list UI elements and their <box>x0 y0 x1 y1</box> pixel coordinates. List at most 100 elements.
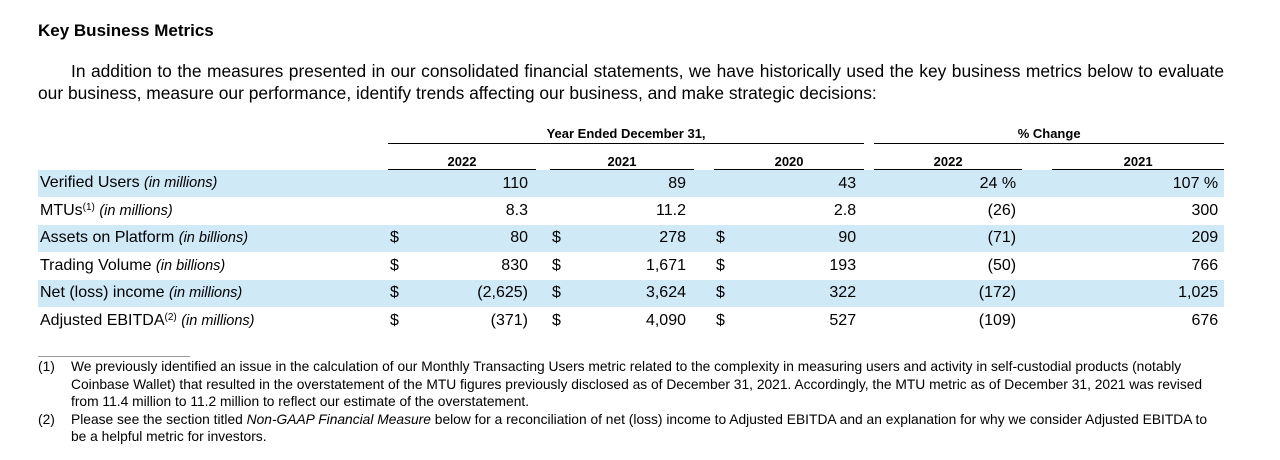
change-2022: (109) <box>978 311 1017 329</box>
change-2022: (71) <box>874 224 1023 253</box>
value-2022: (2,625) <box>418 279 536 307</box>
metric-unit: (in millions) <box>99 203 173 220</box>
metric-unit: (in billions) <box>178 230 249 247</box>
value-padding <box>694 252 714 279</box>
value-2022: 80 <box>418 224 536 253</box>
change-2021: 1,025 <box>1052 279 1225 307</box>
footnote-1: (1) We previously identified an issue in… <box>38 358 1208 411</box>
value-2021: 1,671 <box>645 256 686 274</box>
currency-symbol <box>714 169 734 198</box>
footnotes: (1) We previously identified an issue in… <box>38 358 1208 446</box>
metric-unit: (in billions) <box>155 257 226 274</box>
value-padding <box>536 169 550 198</box>
intro-paragraph: In addition to the measures presented in… <box>38 61 1224 103</box>
footnote-divider <box>38 356 190 357</box>
change-spacer <box>1022 224 1053 253</box>
metric-name: Adjusted EBITDA <box>40 311 165 329</box>
col-header-change-2021: 2021 <box>1052 143 1225 170</box>
value-padding <box>536 224 550 253</box>
change-2022: 24 % <box>874 169 1023 198</box>
value-2022: (371) <box>490 311 528 329</box>
row-label: MTUs(1) (in millions) <box>38 197 388 224</box>
value-2021: 4,090 <box>645 311 686 329</box>
value-padding <box>536 279 550 307</box>
footnote-marker: (2) <box>38 411 55 427</box>
table-row: Trading Volume (in billions) $830 $1,671 $1… <box>38 252 1224 279</box>
value-padding <box>694 279 714 307</box>
metric-unit: (in millions) <box>181 312 255 329</box>
row-label: Verified Users (in millions) <box>38 169 388 198</box>
value-2021: 89 <box>570 169 694 198</box>
year-ended-header: Year Ended December 31, <box>388 126 865 144</box>
value-padding <box>694 169 714 198</box>
currency-symbol: $ <box>550 224 570 253</box>
value-2022: 110 <box>418 169 536 198</box>
value-padding <box>694 224 714 253</box>
currency-symbol: $ <box>388 279 418 307</box>
row-label: Adjusted EBITDA(2) (in millions) <box>38 307 388 334</box>
footnote-2: (2) Please see the section titled Non-GA… <box>38 411 1208 446</box>
metric-name: Verified Users <box>40 174 140 192</box>
metric-unit: (in millions) <box>168 285 243 302</box>
currency-symbol: $ <box>714 224 734 253</box>
currency-symbol: $ <box>716 256 725 274</box>
value-2021: 278 <box>570 224 694 253</box>
metric-name: MTUs <box>40 202 83 220</box>
value-padding <box>864 224 875 253</box>
value-2021: 11.2 <box>656 202 686 220</box>
col-header-year-2020: 2020 <box>714 143 865 170</box>
table-row: MTUs(1) (in millions) 8.3 11.2 2.8 (26) 300 <box>38 197 1224 224</box>
metric-name: Net (loss) income <box>40 284 165 302</box>
footnote-text: We previously identified an issue in the… <box>71 359 1203 409</box>
change-spacer <box>1022 197 1052 224</box>
currency-symbol: $ <box>550 279 570 307</box>
table-row: Net (loss) income (in millions) $ (2,625) $… <box>38 279 1225 307</box>
col-header-year-2021: 2021 <box>550 143 694 170</box>
table-row: Adjusted EBITDA(2) (in millions) $ (371) $4… <box>38 307 1224 334</box>
footnote-text-part: Please see the section titled <box>71 411 247 427</box>
footnote-text: Please see the section titled Non-GAAP F… <box>71 411 1208 446</box>
change-spacer <box>1022 279 1053 307</box>
footnote-italic-ref: Non-GAAP Financial Measure <box>246 411 431 427</box>
change-2021: 209 <box>1052 224 1225 253</box>
metric-unit: (in millions) <box>144 175 218 192</box>
change-spacer <box>1022 252 1052 279</box>
value-padding <box>864 307 874 334</box>
value-padding <box>864 197 874 224</box>
row-label: Net (loss) income (in millions) <box>38 279 388 307</box>
col-header-year-2022: 2022 <box>388 143 536 170</box>
footnote-ref: (1) <box>82 202 95 214</box>
value-padding <box>694 307 714 334</box>
row-label: Assets on Platform (in billions) <box>38 224 388 253</box>
table-row: Verified Users (in millions) 110 89 43 24 % 1… <box>38 169 1225 198</box>
currency-symbol: $ <box>714 279 734 307</box>
currency-symbol: $ <box>390 256 399 274</box>
currency-symbol: $ <box>716 311 725 329</box>
col-header-change-2022: 2022 <box>874 143 1023 170</box>
footnote-text-part: below for a reconciliation of net (loss)… <box>71 411 1208 445</box>
value-2020: 43 <box>734 169 865 198</box>
change-spacer <box>1022 307 1052 334</box>
currency-symbol <box>550 169 570 198</box>
value-2020: 90 <box>734 224 865 253</box>
change-2021: 676 <box>1191 311 1219 329</box>
value-padding <box>864 252 874 279</box>
row-label: Trading Volume (in billions) <box>38 252 388 279</box>
value-padding <box>864 279 875 307</box>
currency-symbol <box>550 197 570 224</box>
value-2020: 527 <box>829 311 857 329</box>
metric-name: Assets on Platform <box>40 229 175 247</box>
value-padding <box>536 252 550 279</box>
change-2021: 300 <box>1191 202 1219 220</box>
footnote-marker: (1) <box>38 359 55 374</box>
value-2022: 830 <box>501 256 528 274</box>
section-heading: Key Business Metrics <box>38 21 214 40</box>
currency-symbol <box>388 169 418 198</box>
value-2020: 2.8 <box>833 202 857 220</box>
percent-change-header: % Change <box>874 126 1225 144</box>
change-2022: (172) <box>874 279 1023 307</box>
currency-symbol: $ <box>390 311 399 329</box>
value-2020: 322 <box>734 279 865 307</box>
value-2021: 3,624 <box>570 279 694 307</box>
change-2021: 766 <box>1191 256 1219 274</box>
